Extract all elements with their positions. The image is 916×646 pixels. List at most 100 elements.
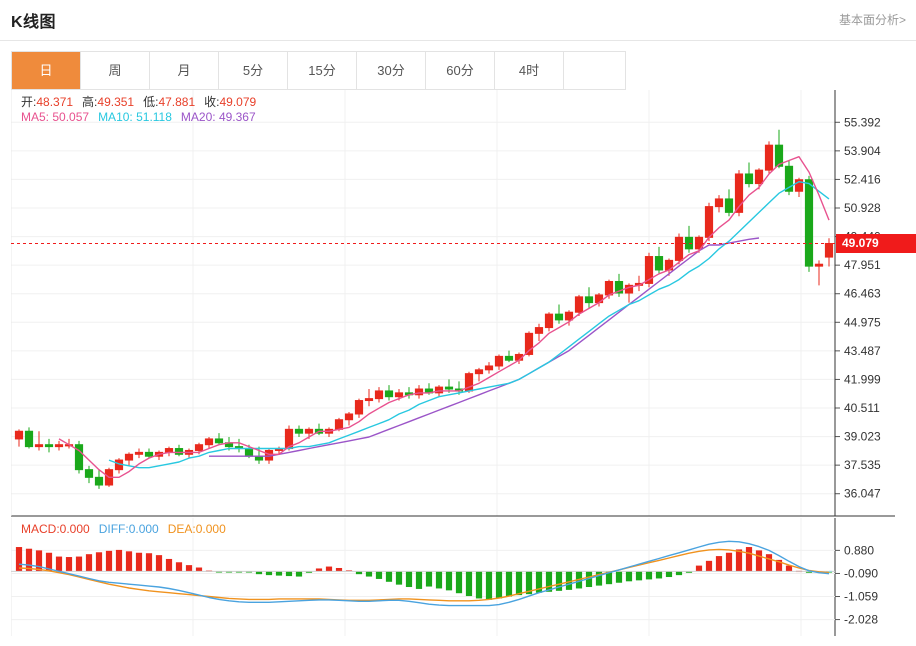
candle-body [354, 400, 364, 415]
candle-body [124, 453, 134, 461]
macd-bar [455, 571, 463, 594]
price-tick-label: 39.023 [844, 430, 881, 444]
macd-bar [555, 571, 563, 591]
tab-6[interactable]: 60分 [426, 52, 495, 89]
macd-bar [825, 571, 833, 573]
candle-body [44, 444, 54, 448]
tab-3[interactable]: 5分 [219, 52, 288, 89]
candle-body [804, 179, 814, 267]
macd-bar [75, 556, 83, 572]
macd-bar [445, 571, 453, 591]
candle-body [704, 206, 714, 238]
period-tabbar: 日周月 5分 15分 30分 60分 4时 [11, 51, 626, 90]
candle-body [34, 444, 44, 448]
candle-series [14, 129, 834, 489]
macd-bar [145, 553, 153, 572]
macd-bar [95, 552, 103, 572]
macd-bar [805, 571, 813, 573]
macd-bar [775, 559, 783, 572]
price-tick-label: 46.463 [844, 287, 881, 301]
macd-bar [305, 571, 313, 573]
candle-body [214, 438, 224, 444]
candle-body [434, 386, 444, 394]
macd-bar [35, 550, 43, 572]
page-title: K线图 [11, 14, 57, 31]
candle-body [824, 242, 834, 258]
macd-bar [635, 571, 643, 581]
macd-bar [315, 568, 323, 572]
candle-body [54, 444, 64, 448]
macd-bar [245, 571, 253, 573]
candle-body [574, 296, 584, 313]
candle-body [764, 144, 774, 171]
ma20-line [209, 237, 760, 457]
tab-2[interactable]: 月 [150, 52, 219, 89]
candle-body [474, 369, 484, 375]
tabbar-spacer [564, 52, 626, 89]
candle-body [774, 144, 784, 167]
ma20-value: 49.367 [218, 110, 256, 124]
macd-bar [715, 556, 723, 572]
macd-bar [435, 571, 443, 589]
price-tick-label: 47.951 [844, 258, 881, 272]
macd-bar [735, 549, 743, 572]
dea-label: DEA: [167, 522, 196, 536]
macd-bar [215, 571, 223, 573]
macd-bar [785, 565, 793, 572]
candle-body [134, 451, 144, 455]
macd-tick-label: 0.880 [844, 543, 874, 557]
macd-bar [325, 566, 333, 572]
macd-label: MACD: [21, 522, 60, 536]
candle-body [724, 198, 734, 213]
macd-bar [535, 571, 543, 593]
dea-line [18, 548, 830, 602]
macd-bar [675, 571, 683, 576]
high-value: 49.351 [97, 95, 135, 109]
macd-bar [85, 554, 93, 572]
candle-body [304, 428, 314, 434]
macd-tick-label: -0.090 [844, 566, 878, 580]
price-tick-label: 36.047 [844, 487, 881, 501]
tab-1[interactable]: 周 [81, 52, 150, 89]
macd-bar [695, 565, 703, 572]
macd-bar [275, 571, 283, 576]
candle-body [604, 280, 614, 296]
fundamental-analysis-link[interactable]: 基本面分析> [838, 13, 906, 27]
tab-0[interactable]: 日 [12, 52, 81, 89]
macd-bar [515, 571, 523, 596]
macd-bar [255, 571, 263, 575]
candle-body [564, 311, 574, 321]
dea-value: 0.000 [195, 522, 226, 536]
macd-histogram [15, 547, 833, 600]
candle-body [74, 444, 84, 471]
close-value: 49.079 [219, 95, 257, 109]
candle-body [374, 390, 384, 400]
candle-body [344, 413, 354, 421]
macd-bar [505, 571, 513, 597]
candle-body [674, 236, 684, 261]
macd-bar [115, 549, 123, 572]
macd-bar [665, 571, 673, 578]
macd-bar [125, 551, 133, 572]
ma20-label: MA20: [180, 110, 216, 124]
candle-body [24, 430, 34, 448]
macd-bar [105, 550, 113, 572]
price-tick-label: 43.487 [844, 344, 881, 358]
diff-line [18, 540, 830, 607]
open-value: 48.371 [36, 95, 74, 109]
candle-body [414, 388, 424, 396]
macd-bar [485, 571, 493, 600]
tab-7[interactable]: 4时 [495, 52, 564, 89]
tab-5[interactable]: 30分 [357, 52, 426, 89]
tab-4[interactable]: 15分 [288, 52, 357, 89]
macd-bar [295, 571, 303, 577]
macd-bar [405, 571, 413, 588]
ma-legend: MA5: 50.057 MA10: 51.118 MA20: 49.367 [21, 110, 256, 124]
macd-bar [415, 571, 423, 589]
kline-chart-svg[interactable]: 55.39253.90452.41650.92849.44047.95146.4… [11, 90, 905, 636]
candle-body [364, 398, 374, 402]
candle-body [814, 263, 824, 267]
macd-bar [45, 552, 53, 572]
ma10-label: MA10: [98, 110, 133, 124]
low-value: 47.881 [158, 95, 196, 109]
